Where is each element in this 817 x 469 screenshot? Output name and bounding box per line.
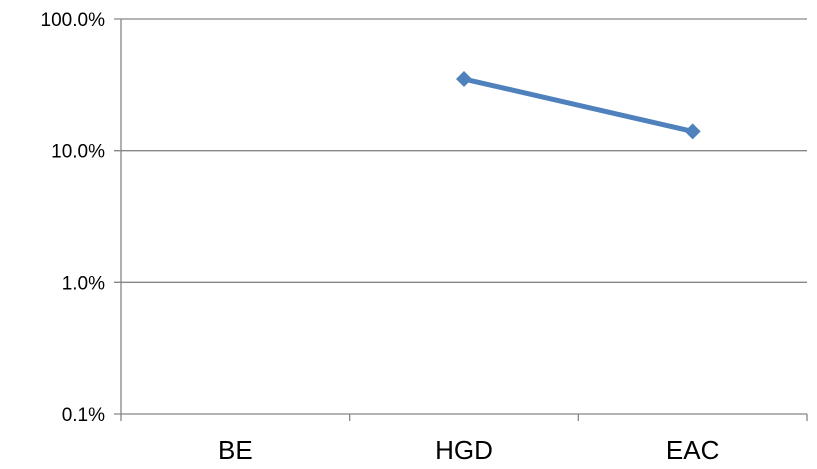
y-axis-tick-labels: 0.1% 1.0% 10.0% 100.0%: [41, 10, 106, 426]
y-tick-label: 10.0%: [51, 142, 105, 163]
series: [456, 71, 701, 140]
x-tick-label: EAC: [666, 435, 719, 465]
data-point-marker: [684, 123, 701, 140]
gridlines: [114, 18, 807, 415]
y-tick-label: 0.1%: [62, 405, 105, 426]
y-tick-label: 1.0%: [62, 273, 105, 294]
x-tick-label: HGD: [435, 435, 493, 465]
x-tick-label: BE: [218, 435, 253, 465]
y-tick-label: 100.0%: [41, 10, 106, 31]
series-line: [461, 76, 696, 134]
axes: [120, 19, 808, 421]
data-point-marker: [456, 71, 472, 88]
x-axis-tick-labels: BE HGD EAC: [218, 435, 719, 465]
